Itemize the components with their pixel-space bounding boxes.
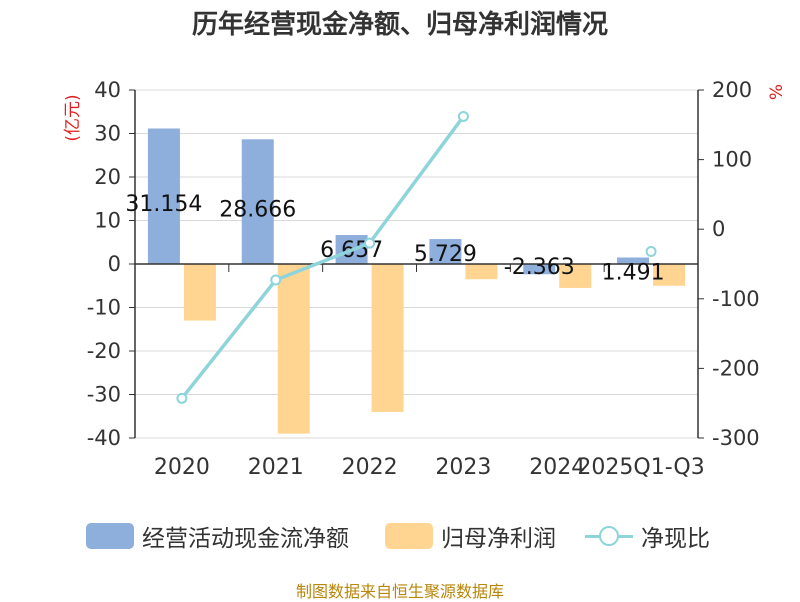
data-label-cashflow-2020: 31.154	[125, 192, 202, 217]
legend-item-net-profit[interactable]: 归母净利润	[385, 518, 556, 554]
source-note: 制图数据来自恒生聚源数据库	[295, 582, 504, 601]
x-tick-label-2021: 2021	[248, 455, 304, 480]
data-label-cashflow-2025Q1-Q3: 1.491	[602, 261, 665, 286]
y-left-tick-label: 20	[94, 165, 121, 189]
y-left-tick-label: -20	[87, 339, 121, 363]
legend-item-cash-ratio[interactable]: 净现比	[585, 518, 710, 554]
bar-cashflow-2020	[147, 128, 180, 264]
x-tick-label-2020: 2020	[154, 455, 210, 480]
line-segment-cash-ratio	[368, 115, 465, 245]
y-right-tick-label: -300	[712, 426, 760, 450]
bar-net-profit-2023	[465, 264, 498, 280]
data-label-cashflow-2021: 28.666	[219, 198, 296, 223]
y-left-tick-label: 40	[94, 78, 121, 102]
legend: 经营活动现金流净额 归母净利润 净现比	[0, 518, 800, 554]
bar-cashflow-2024	[523, 264, 556, 275]
bar-net-profit-2024	[559, 264, 592, 288]
y-right-tick-label: 0	[712, 217, 725, 241]
legend-label-cash-ratio: 净现比	[641, 526, 710, 552]
y-left-tick-label: -40	[87, 426, 121, 450]
y-right-tick-label: 100	[712, 148, 752, 172]
data-label-cashflow-2023: 5.729	[414, 242, 477, 267]
bar-net-profit-2022	[371, 264, 404, 412]
bar-cashflow-2021	[241, 139, 274, 264]
line-point-cash-ratio-2025Q1-Q3	[645, 245, 657, 257]
y-left-tick-label: 0	[108, 252, 121, 276]
y-right-tick-label: 200	[712, 78, 752, 102]
chart-title: 历年经营现金净额、归母净利润情况	[191, 10, 608, 40]
bar-cashflow-2025Q1-Q3	[617, 257, 650, 264]
line-point-cash-ratio-2020	[176, 392, 188, 404]
data-label-cashflow-2024: -2.363	[504, 255, 575, 280]
bar-cashflow-2023	[429, 239, 462, 264]
line-segment-cash-ratio	[180, 278, 278, 400]
line-point-cash-ratio-2022	[364, 237, 376, 249]
line-point-cash-ratio-2023	[457, 110, 469, 122]
y-left-tick-label: -30	[87, 383, 121, 407]
legend-item-cashflow[interactable]: 经营活动现金流净额	[86, 518, 349, 554]
legend-label-cashflow: 经营活动现金流净额	[142, 526, 349, 552]
legend-swatch-cashflow	[86, 523, 134, 549]
line-segment-cash-ratio	[275, 241, 371, 282]
legend-line-icon	[585, 523, 633, 549]
legend-label-net-profit: 归母净利润	[441, 526, 556, 552]
x-tick-label-2025Q1-Q3: 2025Q1-Q3	[577, 455, 704, 480]
y-left-unit-label: (亿元)	[63, 94, 83, 141]
bar-net-profit-2025Q1-Q3	[653, 264, 686, 286]
y-left-tick-label: 30	[94, 122, 121, 146]
y-right-tick-label: -200	[712, 356, 760, 380]
legend-swatch-net-profit	[385, 523, 433, 549]
y-left-tick-label: -10	[87, 296, 121, 320]
y-right-tick-label: -100	[712, 287, 760, 311]
line-point-cash-ratio-2021	[270, 274, 282, 286]
x-tick-label-2024: 2024	[529, 455, 585, 480]
y-right-unit-label: %	[767, 84, 787, 100]
x-tick-label-2023: 2023	[435, 455, 491, 480]
x-tick-label-2022: 2022	[342, 455, 398, 480]
bar-net-profit-2020	[183, 264, 216, 321]
bar-net-profit-2021	[277, 264, 310, 434]
y-left-tick-label: 10	[94, 209, 121, 233]
